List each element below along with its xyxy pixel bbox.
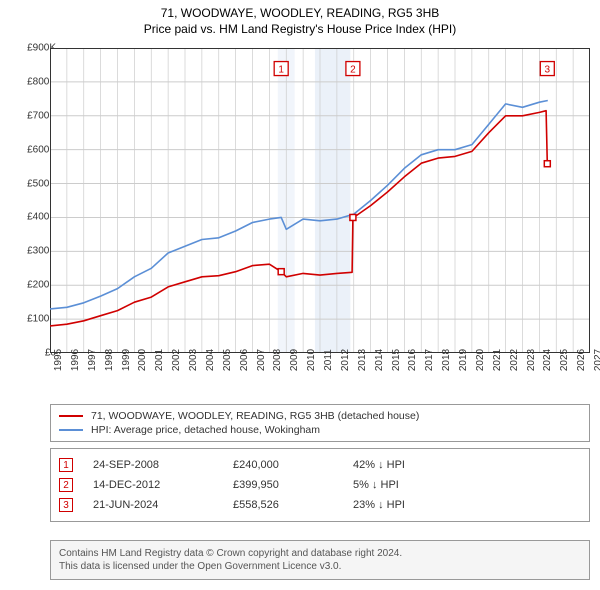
x-tick-label: 1996 xyxy=(70,349,81,371)
legend-label: 71, WOODWAYE, WOODLEY, READING, RG5 3HB … xyxy=(91,410,419,422)
svg-text:1: 1 xyxy=(278,65,284,76)
x-tick-label: 2005 xyxy=(222,349,233,371)
sale-price: £399,950 xyxy=(233,479,353,491)
svg-text:2: 2 xyxy=(350,65,356,76)
x-tick-label: 2008 xyxy=(272,349,283,371)
page-container: 71, WOODWAYE, WOODLEY, READING, RG5 3HB … xyxy=(0,0,600,590)
sales-table: 1 24-SEP-2008£240,00042% ↓ HPI 2 14-DEC-201… xyxy=(50,448,590,522)
price-chart: 1 2 3 xyxy=(50,48,590,353)
x-tick-label: 2011 xyxy=(323,349,334,371)
x-tick-label: 2002 xyxy=(171,349,182,371)
footer-line-2: This data is licensed under the Open Gov… xyxy=(59,560,581,573)
sale-diff: 5% ↓ HPI xyxy=(353,479,473,491)
sale-date: 24-SEP-2008 xyxy=(93,459,233,471)
chart-area: 1 2 3 xyxy=(50,48,590,353)
legend-item: HPI: Average price, detached house, Woki… xyxy=(59,423,581,437)
x-tick-label: 2018 xyxy=(441,349,452,371)
x-axis-labels: 1995199619971998199920002001200220032004… xyxy=(50,360,590,400)
x-tick-label: 2010 xyxy=(306,349,317,371)
x-tick-label: 2025 xyxy=(559,349,570,371)
legend-swatch xyxy=(59,415,83,417)
x-tick-label: 2026 xyxy=(576,349,587,371)
x-tick-label: 2001 xyxy=(154,349,165,371)
x-tick-label: 2000 xyxy=(137,349,148,371)
x-tick-label: 2004 xyxy=(205,349,216,371)
x-tick-label: 2006 xyxy=(239,349,250,371)
x-tick-label: 2022 xyxy=(509,349,520,371)
title-block: 71, WOODWAYE, WOODLEY, READING, RG5 3HB … xyxy=(0,0,600,36)
sale-row: 3 21-JUN-2024£558,52623% ↓ HPI xyxy=(59,495,581,515)
title-subtitle: Price paid vs. HM Land Registry's House … xyxy=(0,22,600,36)
svg-text:3: 3 xyxy=(545,65,551,76)
x-tick-label: 2017 xyxy=(424,349,435,371)
x-tick-label: 2024 xyxy=(542,349,553,371)
x-tick-label: 2020 xyxy=(475,349,486,371)
x-tick-label: 2016 xyxy=(407,349,418,371)
sale-date: 14-DEC-2012 xyxy=(93,479,233,491)
x-tick-label: 1998 xyxy=(104,349,115,371)
x-tick-label: 2012 xyxy=(340,349,351,371)
legend-label: HPI: Average price, detached house, Woki… xyxy=(91,424,320,436)
x-tick-label: 2013 xyxy=(357,349,368,371)
sale-date: 21-JUN-2024 xyxy=(93,499,233,511)
sale-badge: 1 xyxy=(59,458,73,472)
title-address: 71, WOODWAYE, WOODLEY, READING, RG5 3HB xyxy=(0,6,600,20)
attribution-footer: Contains HM Land Registry data © Crown c… xyxy=(50,540,590,580)
x-tick-label: 1999 xyxy=(121,349,132,371)
x-tick-label: 2014 xyxy=(374,349,385,371)
x-tick-label: 1997 xyxy=(87,349,98,371)
x-tick-label: 2003 xyxy=(188,349,199,371)
sale-row: 2 14-DEC-2012£399,9505% ↓ HPI xyxy=(59,475,581,495)
sale-diff: 42% ↓ HPI xyxy=(353,459,473,471)
x-tick-label: 2009 xyxy=(289,349,300,371)
sale-price: £240,000 xyxy=(233,459,353,471)
legend-swatch xyxy=(59,429,83,431)
x-tick-label: 2007 xyxy=(256,349,267,371)
x-tick-label: 2019 xyxy=(458,349,469,371)
sale-badge: 2 xyxy=(59,478,73,492)
sale-row: 1 24-SEP-2008£240,00042% ↓ HPI xyxy=(59,455,581,475)
x-tick-label: 2015 xyxy=(391,349,402,371)
x-tick-label: 2027 xyxy=(593,349,600,371)
sale-price: £558,526 xyxy=(233,499,353,511)
x-tick-label: 1995 xyxy=(53,349,64,371)
legend: 71, WOODWAYE, WOODLEY, READING, RG5 3HB … xyxy=(50,404,590,442)
sale-badge: 3 xyxy=(59,498,73,512)
legend-item: 71, WOODWAYE, WOODLEY, READING, RG5 3HB … xyxy=(59,409,581,423)
x-tick-label: 2021 xyxy=(492,349,503,371)
sale-diff: 23% ↓ HPI xyxy=(353,499,473,511)
footer-line-1: Contains HM Land Registry data © Crown c… xyxy=(59,547,581,560)
x-tick-label: 2023 xyxy=(526,349,537,371)
